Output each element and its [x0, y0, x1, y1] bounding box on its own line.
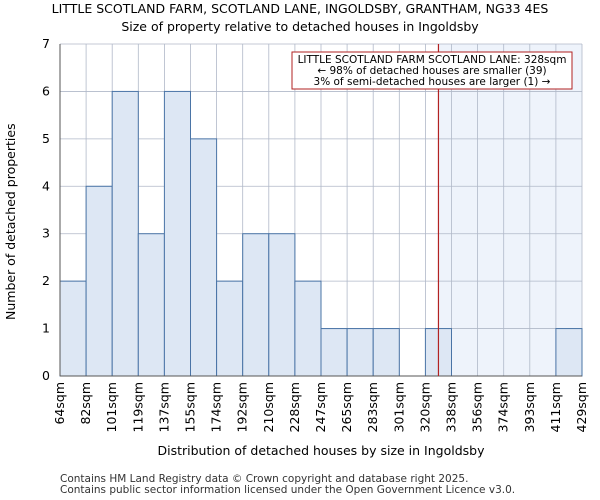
x-tick-label: 174sqm: [209, 382, 224, 432]
y-tick-label: 4: [42, 178, 50, 193]
x-tick-label: 192sqm: [235, 382, 250, 432]
chart-title: LITTLE SCOTLAND FARM, SCOTLAND LANE, ING…: [51, 1, 549, 16]
bar-228sqm: [294, 280, 322, 377]
bar-119sqm: [137, 233, 165, 377]
highlight-region: [438, 44, 582, 376]
x-tick-label: 82sqm: [78, 382, 93, 425]
x-tick-label: 356sqm: [470, 382, 485, 432]
x-tick-label: 228sqm: [287, 382, 302, 432]
bar-192sqm: [242, 233, 270, 377]
bar-210sqm: [268, 233, 296, 377]
x-tick-label: 393sqm: [522, 382, 537, 432]
x-tick-label: 374sqm: [496, 382, 511, 432]
y-tick-label: 0: [42, 368, 50, 383]
annotation-box: [291, 51, 573, 90]
footer-copyright: Contains HM Land Registry data © Crown c…: [60, 473, 469, 485]
y-tick-label: 6: [42, 83, 50, 98]
bar-101sqm: [111, 90, 139, 377]
bar-174sqm: [216, 280, 244, 377]
bar-411sqm: [555, 328, 583, 377]
x-tick-label: 64sqm: [52, 382, 67, 425]
x-tick-label: 338sqm: [444, 382, 459, 432]
bar-64sqm: [59, 280, 87, 377]
annotation-line-1: LITTLE SCOTLAND FARM SCOTLAND LANE: 328s…: [298, 54, 567, 66]
annotation-line-2: ← 98% of detached houses are smaller (39…: [317, 65, 546, 77]
bar-137sqm: [163, 90, 191, 377]
x-tick-label: 320sqm: [417, 382, 432, 432]
x-tick-label: 210sqm: [261, 382, 276, 432]
y-tick-label: 5: [42, 131, 50, 146]
x-tick-label: 265sqm: [339, 382, 354, 432]
bar-155sqm: [190, 138, 218, 377]
bar-247sqm: [320, 328, 348, 377]
chart-subtitle: Size of property relative to detached ho…: [121, 19, 479, 34]
x-tick-label: 301sqm: [391, 382, 406, 432]
bar-265sqm: [346, 328, 374, 377]
y-tick-label: 2: [42, 273, 50, 288]
x-tick-label: 429sqm: [574, 382, 589, 432]
x-tick-label: 247sqm: [313, 382, 328, 432]
x-tick-label: 155sqm: [183, 382, 198, 432]
y-tick-label: 7: [42, 36, 50, 51]
y-tick-label: 3: [42, 226, 50, 241]
x-axis-label: Distribution of detached houses by size …: [157, 443, 485, 458]
bar-82sqm: [85, 185, 113, 377]
y-tick-label: 1: [42, 321, 50, 336]
footer-licence: Contains public sector information licen…: [60, 484, 516, 496]
x-tick-label: 283sqm: [365, 382, 380, 432]
bar-283sqm: [372, 328, 400, 377]
annotation-line-3: 3% of semi-detached houses are larger (1…: [314, 76, 551, 88]
x-tick-label: 101sqm: [104, 382, 119, 432]
x-tick-label: 411sqm: [548, 382, 563, 432]
x-tick-label: 137sqm: [156, 382, 171, 432]
x-tick-label: 119sqm: [130, 382, 145, 432]
